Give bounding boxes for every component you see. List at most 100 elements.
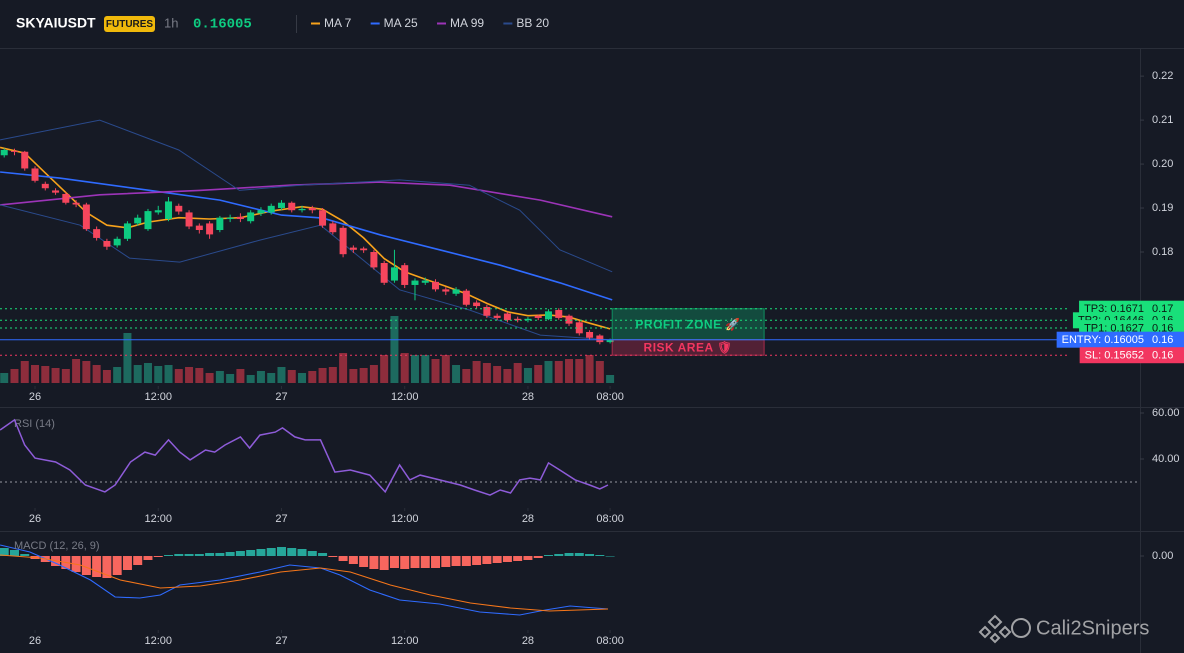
histogram-bar: [184, 554, 194, 556]
candle-body: [247, 212, 255, 222]
volume-bar: [256, 371, 265, 383]
badge-background: [104, 16, 155, 32]
volume-bar: [390, 316, 399, 383]
candle-body: [493, 315, 501, 318]
volume-bar: [61, 369, 70, 383]
candle-body: [134, 217, 142, 224]
x-tick-label: 26: [29, 513, 41, 525]
candle-body: [206, 223, 214, 235]
candle-body: [298, 208, 306, 211]
histogram-bar: [266, 548, 276, 556]
volume-bar: [523, 368, 532, 383]
logo-diamond: [998, 625, 1012, 639]
histogram-bar: [461, 556, 471, 566]
level-tag-label: TP3: 0.1671: [1084, 303, 1144, 315]
candle-body: [113, 238, 121, 246]
x-tick-label: 12:00: [391, 513, 419, 525]
histogram-bar: [472, 556, 482, 565]
candle-body: [390, 267, 398, 281]
histogram-bar: [451, 556, 461, 566]
candle-body: [185, 212, 193, 227]
ma-line: [0, 146, 611, 330]
candle-body: [411, 280, 419, 285]
candle-body: [82, 204, 90, 230]
histogram-bar: [256, 549, 266, 556]
level-tag: [1056, 331, 1184, 348]
x-tick-label: 08:00: [596, 391, 624, 403]
histogram-bar: [205, 553, 215, 556]
candle-body: [257, 210, 265, 214]
candle-body: [267, 205, 275, 213]
macd-panel: 0.00 26 12:00 27 12:00 28 08:00 MACD (12, 26, 9…: [0, 540, 1173, 647]
candle-body: [123, 223, 131, 239]
volume-bar: [236, 369, 245, 383]
candle-body: [360, 248, 368, 251]
legend-label: MA 99: [450, 16, 484, 30]
histogram-bar: [410, 556, 420, 568]
volume-bar: [195, 368, 204, 383]
candle-body: [544, 311, 552, 320]
histogram-bar: [122, 556, 132, 570]
candle-body: [308, 208, 316, 211]
volume-bar: [174, 369, 183, 383]
histogram-bar: [318, 553, 328, 556]
histogram-bar: [215, 553, 225, 556]
x-tick-label: 12:00: [144, 635, 172, 647]
histogram-bar: [431, 556, 441, 568]
candle-body: [195, 225, 203, 231]
price-panel: 0.18 0.19 0.20 0.21 0.22 26 12:00 27 12:00 28 08:0…: [0, 70, 1184, 403]
histogram-bar: [307, 551, 317, 556]
panel-title: RSI (14): [14, 418, 55, 430]
candle-body: [0, 149, 8, 156]
level-tag-value: 0.16: [1152, 334, 1173, 346]
volume-bar: [287, 370, 296, 383]
candle-body: [380, 262, 388, 283]
candle-body: [103, 240, 111, 247]
volume-bar: [215, 371, 224, 383]
volume-bar: [482, 363, 491, 383]
histogram-bar: [225, 552, 235, 556]
x-tick-label: 28: [522, 513, 534, 525]
candle-body: [586, 332, 594, 338]
volume-bar: [154, 366, 163, 383]
candle-body: [52, 190, 60, 193]
candle-body: [216, 217, 224, 231]
histogram-bar: [533, 556, 543, 558]
volume-bar: [298, 373, 307, 383]
zone-label: RISK AREA 🛡: [644, 341, 733, 355]
x-tick-label: 27: [275, 635, 287, 647]
volume-bar: [328, 367, 337, 383]
volume-bar: [554, 361, 563, 383]
candle-body: [319, 210, 327, 226]
candle-body: [503, 313, 511, 321]
histogram-bar: [564, 553, 574, 556]
candle-body: [329, 223, 337, 233]
candle-body: [93, 229, 101, 238]
histogram-bar: [574, 553, 584, 556]
histogram-bar: [338, 556, 348, 561]
volume-bar: [102, 370, 111, 383]
candle-body: [277, 202, 285, 209]
histogram-bar: [523, 556, 533, 560]
volume-bar: [318, 368, 327, 383]
histogram-bar: [492, 556, 502, 563]
candle-body: [339, 227, 347, 255]
histogram-bar: [348, 556, 358, 564]
volume-bar: [462, 369, 471, 383]
x-tick-label: 08:00: [596, 513, 624, 525]
histogram-bar: [502, 556, 512, 562]
histogram-bar: [153, 556, 163, 557]
volume-bar: [267, 373, 276, 383]
volume-bar: [72, 359, 81, 383]
level-tag-label: TP1: 0.1627: [1084, 322, 1144, 334]
volume-bar: [123, 333, 132, 383]
candle-body: [565, 315, 573, 324]
candle-body: [349, 247, 357, 250]
volume-bar: [359, 368, 368, 383]
x-tick-label: 12:00: [144, 513, 172, 525]
x-tick-label: 12:00: [144, 391, 172, 403]
candle-body: [41, 183, 49, 189]
histogram-bar: [143, 556, 153, 560]
histogram-bar: [164, 555, 174, 556]
candle-body: [165, 201, 173, 220]
